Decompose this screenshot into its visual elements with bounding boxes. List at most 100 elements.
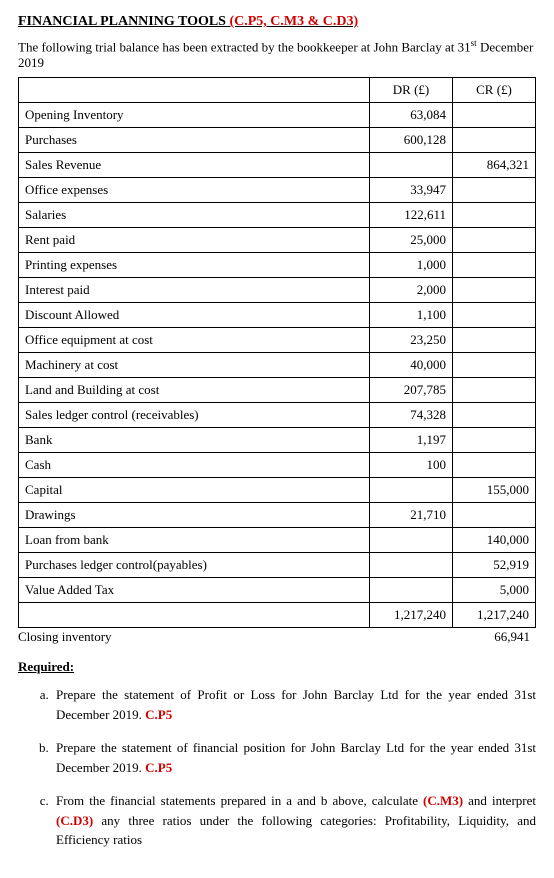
row-dr: 74,328 xyxy=(370,403,453,428)
table-row: Opening Inventory63,084 xyxy=(19,103,536,128)
row-label: Printing expenses xyxy=(19,253,370,278)
row-cr xyxy=(453,228,536,253)
row-cr xyxy=(453,253,536,278)
req-b-text: Prepare the statement of financial posit… xyxy=(56,740,536,775)
table-row: Salaries122,611 xyxy=(19,203,536,228)
row-cr: 5,000 xyxy=(453,578,536,603)
row-label: Loan from bank xyxy=(19,528,370,553)
header-blank xyxy=(19,78,370,103)
table-row: Printing expenses1,000 xyxy=(19,253,536,278)
table-row: Purchases600,128 xyxy=(19,128,536,153)
row-dr: 23,250 xyxy=(370,328,453,353)
row-cr xyxy=(453,178,536,203)
table-row: Discount Allowed1,100 xyxy=(19,303,536,328)
row-cr xyxy=(453,328,536,353)
row-cr: 140,000 xyxy=(453,528,536,553)
table-row: Rent paid25,000 xyxy=(19,228,536,253)
table-row: Cash100 xyxy=(19,453,536,478)
row-dr: 207,785 xyxy=(370,378,453,403)
requirements-list: Prepare the statement of Profit or Loss … xyxy=(18,685,536,850)
row-dr: 1,197 xyxy=(370,428,453,453)
table-row: Machinery at cost40,000 xyxy=(19,353,536,378)
totals-row: 1,217,240 1,217,240 xyxy=(19,603,536,628)
row-cr xyxy=(453,428,536,453)
table-row: Office expenses33,947 xyxy=(19,178,536,203)
row-cr xyxy=(453,128,536,153)
table-row: Sales Revenue 864,321 xyxy=(19,153,536,178)
row-label: Office equipment at cost xyxy=(19,328,370,353)
row-cr xyxy=(453,303,536,328)
table-row: Land and Building at cost207,785 xyxy=(19,378,536,403)
row-cr xyxy=(453,353,536,378)
row-dr: 600,128 xyxy=(370,128,453,153)
row-dr xyxy=(370,578,453,603)
header-dr: DR (£) xyxy=(370,78,453,103)
row-label: Salaries xyxy=(19,203,370,228)
req-c-code1: (C.M3) xyxy=(423,793,463,808)
row-cr: 864,321 xyxy=(453,153,536,178)
table-row: Loan from bank 140,000 xyxy=(19,528,536,553)
intro-prefix: The following trial balance has been ext… xyxy=(18,39,471,54)
table-row: Interest paid2,000 xyxy=(19,278,536,303)
row-dr xyxy=(370,553,453,578)
row-label: Value Added Tax xyxy=(19,578,370,603)
row-label: Sales Revenue xyxy=(19,153,370,178)
row-dr: 100 xyxy=(370,453,453,478)
row-dr xyxy=(370,528,453,553)
table-row: Value Added Tax 5,000 xyxy=(19,578,536,603)
title-main: FINANCIAL PLANNING TOOLS xyxy=(18,14,229,29)
row-cr xyxy=(453,378,536,403)
required-heading: Required: xyxy=(18,659,536,675)
table-row: Office equipment at cost23,250 xyxy=(19,328,536,353)
row-label: Discount Allowed xyxy=(19,303,370,328)
closing-label: Closing inventory xyxy=(18,629,448,645)
row-cr xyxy=(453,103,536,128)
row-cr xyxy=(453,203,536,228)
row-label: Purchases xyxy=(19,128,370,153)
row-dr: 2,000 xyxy=(370,278,453,303)
title-codes: (C.P5, C.M3 & C.D3) xyxy=(229,14,358,29)
req-a-code: C.P5 xyxy=(145,707,172,722)
req-b-code: C.P5 xyxy=(145,760,172,775)
row-dr xyxy=(370,478,453,503)
req-c-after: any three ratios under the following cat… xyxy=(56,813,536,848)
table-row: Bank1,197 xyxy=(19,428,536,453)
table-row: Capital155,000 xyxy=(19,478,536,503)
row-cr xyxy=(453,503,536,528)
row-label: Office expenses xyxy=(19,178,370,203)
table-row: Drawings21,710 xyxy=(19,503,536,528)
row-dr: 21,710 xyxy=(370,503,453,528)
row-label: Sales ledger control (receivables) xyxy=(19,403,370,428)
row-label: Purchases ledger control(payables) xyxy=(19,553,370,578)
row-label: Machinery at cost xyxy=(19,353,370,378)
totals-dr: 1,217,240 xyxy=(370,603,453,628)
row-label: Rent paid xyxy=(19,228,370,253)
page-title: FINANCIAL PLANNING TOOLS (C.P5, C.M3 & C… xyxy=(18,14,536,30)
row-dr: 1,000 xyxy=(370,253,453,278)
row-label: Land and Building at cost xyxy=(19,378,370,403)
intro-text: The following trial balance has been ext… xyxy=(18,38,536,71)
row-dr: 63,084 xyxy=(370,103,453,128)
row-dr: 40,000 xyxy=(370,353,453,378)
trial-balance-table: DR (£) CR (£) Opening Inventory63,084Pur… xyxy=(18,77,536,628)
row-dr: 33,947 xyxy=(370,178,453,203)
row-cr xyxy=(453,453,536,478)
row-dr: 122,611 xyxy=(370,203,453,228)
totals-cr: 1,217,240 xyxy=(453,603,536,628)
row-label: Opening Inventory xyxy=(19,103,370,128)
closing-value: 66,941 xyxy=(448,629,536,645)
closing-inventory-row: Closing inventory 66,941 xyxy=(18,629,536,645)
row-dr xyxy=(370,153,453,178)
totals-blank xyxy=(19,603,370,628)
row-dr: 1,100 xyxy=(370,303,453,328)
row-cr: 155,000 xyxy=(453,478,536,503)
req-c-code2: (C.D3) xyxy=(56,813,93,828)
req-c-mid: and interpret xyxy=(463,793,536,808)
table-row: Purchases ledger control(payables) 52,919 xyxy=(19,553,536,578)
requirement-b: Prepare the statement of financial posit… xyxy=(52,738,536,777)
row-cr xyxy=(453,403,536,428)
row-label: Bank xyxy=(19,428,370,453)
row-label: Cash xyxy=(19,453,370,478)
row-label: Interest paid xyxy=(19,278,370,303)
row-cr: 52,919 xyxy=(453,553,536,578)
